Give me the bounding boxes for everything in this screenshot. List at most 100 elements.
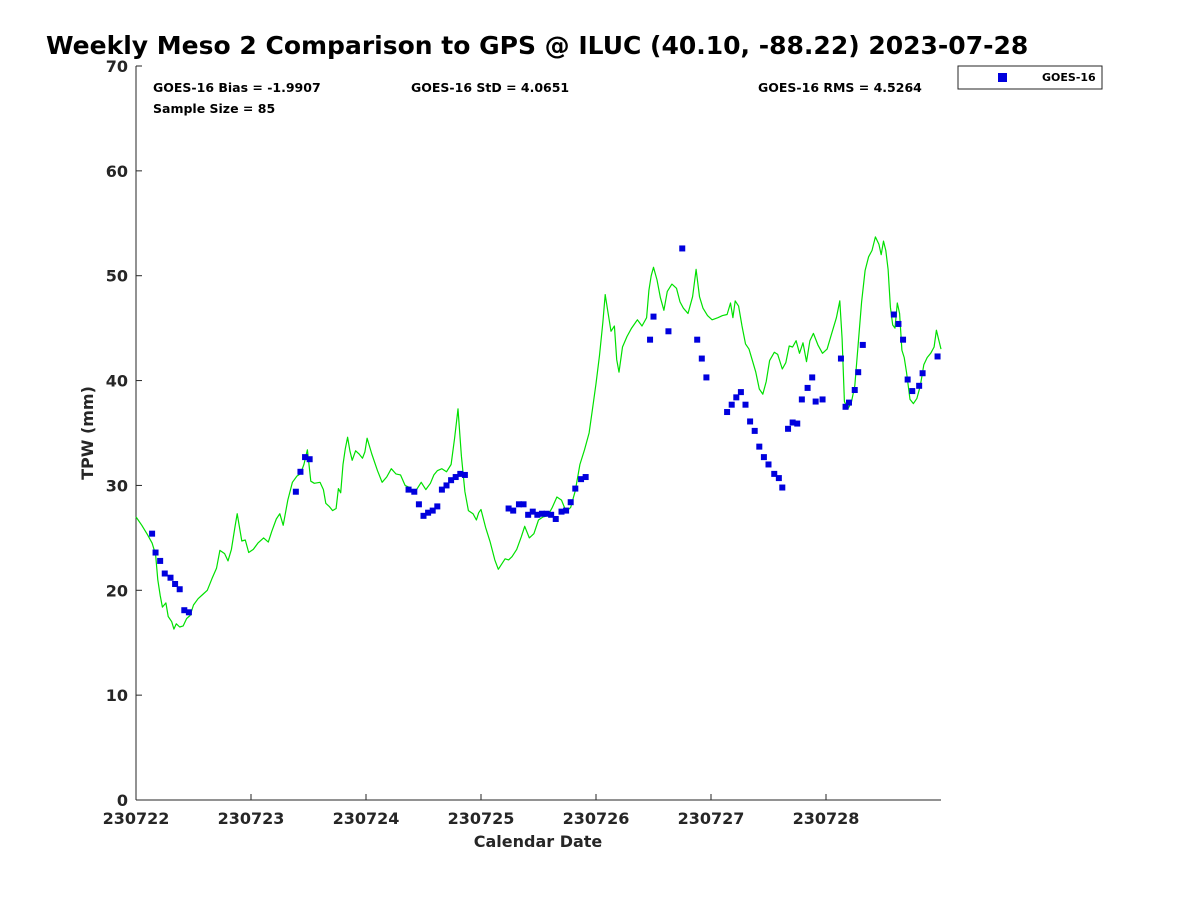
goes16-data-point xyxy=(176,586,183,593)
goes16-data-point xyxy=(572,485,579,492)
sample-size-stat: Sample Size = 85 xyxy=(153,101,275,116)
goes16-data-point xyxy=(760,454,767,461)
legend: GOES-16 xyxy=(957,65,1103,90)
goes16-data-point xyxy=(457,470,464,477)
goes16-data-point xyxy=(694,336,701,343)
legend-box xyxy=(957,65,1103,90)
goes16-data-point xyxy=(434,503,441,510)
legend-label: GOES-16 xyxy=(1042,71,1096,84)
goes16-data-point xyxy=(765,461,772,468)
goes16-data-point xyxy=(525,511,532,518)
goes16-data-point xyxy=(152,549,159,556)
goes16-data-point xyxy=(756,443,763,450)
goes16-data-point xyxy=(775,475,782,482)
plot-axes xyxy=(135,66,941,801)
legend-marker-square-icon xyxy=(998,73,1007,82)
y-tick-label: 70 xyxy=(106,57,128,76)
x-tick-label: 230724 xyxy=(333,809,400,828)
goes16-data-point xyxy=(785,425,792,432)
goes16-data-point xyxy=(909,388,916,395)
goes16-data-point xyxy=(578,476,585,483)
goes16-data-point xyxy=(819,396,826,403)
y-tick-label: 30 xyxy=(106,476,128,495)
goes16-data-point xyxy=(510,507,517,514)
rms-stat: GOES-16 RMS = 4.5264 xyxy=(758,80,922,95)
goes16-data-point xyxy=(890,311,897,318)
goes16-data-point xyxy=(837,355,844,362)
goes16-data-point xyxy=(647,336,654,343)
goes16-data-point xyxy=(425,509,432,516)
chart-title: Weekly Meso 2 Comparison to GPS @ ILUC (… xyxy=(46,31,1028,60)
goes16-data-point xyxy=(448,477,455,484)
y-tick-label: 50 xyxy=(106,267,128,286)
goes16-data-point xyxy=(855,369,862,376)
goes16-data-point xyxy=(665,328,672,335)
goes16-data-point xyxy=(728,401,735,408)
goes16-data-point xyxy=(405,486,412,493)
goes16-data-point xyxy=(420,512,427,519)
goes16-data-point xyxy=(737,389,744,396)
y-ticks: 0 10 20 30 40 50 60 70 xyxy=(106,57,142,810)
goes16-data-point xyxy=(538,510,545,517)
goes16-data-point xyxy=(185,609,192,616)
x-tick-label: 230725 xyxy=(448,809,515,828)
goes16-data-point xyxy=(292,488,299,495)
gps-tpw-line xyxy=(135,236,942,630)
goes16-data-point xyxy=(789,419,796,426)
x-tick-label: 230728 xyxy=(793,809,860,828)
goes16-data-point xyxy=(567,499,574,506)
goes16-scatter-series xyxy=(149,245,941,616)
goes16-data-point xyxy=(900,336,907,343)
y-tick-label: 0 xyxy=(117,791,128,810)
y-tick-label: 10 xyxy=(106,686,128,705)
goes16-data-point xyxy=(733,394,740,401)
goes16-data-point xyxy=(157,557,164,564)
goes16-data-point xyxy=(698,355,705,362)
goes16-data-point xyxy=(851,387,858,394)
goes16-data-point xyxy=(895,320,902,327)
goes16-data-point xyxy=(172,580,179,587)
x-axis-label: Calendar Date xyxy=(474,832,603,851)
goes16-data-point xyxy=(804,384,811,391)
gps-line-series xyxy=(135,236,942,630)
goes16-data-point xyxy=(842,403,849,410)
bias-stat: GOES-16 Bias = -1.9907 xyxy=(153,80,321,95)
y-tick-label: 60 xyxy=(106,162,128,181)
goes16-data-point xyxy=(438,486,445,493)
goes16-data-point xyxy=(904,376,911,383)
goes16-data-point xyxy=(515,501,522,508)
goes16-data-point xyxy=(302,454,309,461)
goes16-data-point xyxy=(742,401,749,408)
x-ticks: 230722 230723 230724 230725 230726 230727 2307… xyxy=(103,794,860,828)
goes16-data-point xyxy=(181,607,188,614)
goes16-data-point xyxy=(415,501,422,508)
goes16-data-point xyxy=(812,398,819,405)
x-tick-label: 230726 xyxy=(563,809,630,828)
y-tick-label: 20 xyxy=(106,581,128,600)
goes16-data-point xyxy=(548,511,555,518)
goes16-data-point xyxy=(798,396,805,403)
goes16-data-point xyxy=(505,505,512,512)
y-axis-label: TPW (mm) xyxy=(78,386,97,480)
goes16-data-point xyxy=(751,427,758,434)
goes16-data-point xyxy=(534,511,541,518)
goes16-data-point xyxy=(771,470,778,477)
goes16-data-point xyxy=(429,507,436,514)
goes16-data-point xyxy=(411,488,418,495)
goes16-data-point xyxy=(747,418,754,425)
goes16-data-point xyxy=(934,353,941,360)
goes16-data-point xyxy=(582,474,589,481)
goes16-data-point xyxy=(306,456,313,463)
goes16-data-point xyxy=(297,468,304,475)
goes16-data-point xyxy=(461,471,468,478)
goes16-data-point xyxy=(703,374,710,381)
goes16-data-point xyxy=(167,574,174,581)
x-tick-label: 230722 xyxy=(103,809,170,828)
goes16-data-point xyxy=(916,382,923,389)
goes16-data-point xyxy=(520,501,527,508)
goes16-data-point xyxy=(846,399,852,406)
goes16-data-point xyxy=(809,374,816,381)
goes16-data-point xyxy=(859,341,866,348)
goes16-data-point xyxy=(779,484,786,491)
